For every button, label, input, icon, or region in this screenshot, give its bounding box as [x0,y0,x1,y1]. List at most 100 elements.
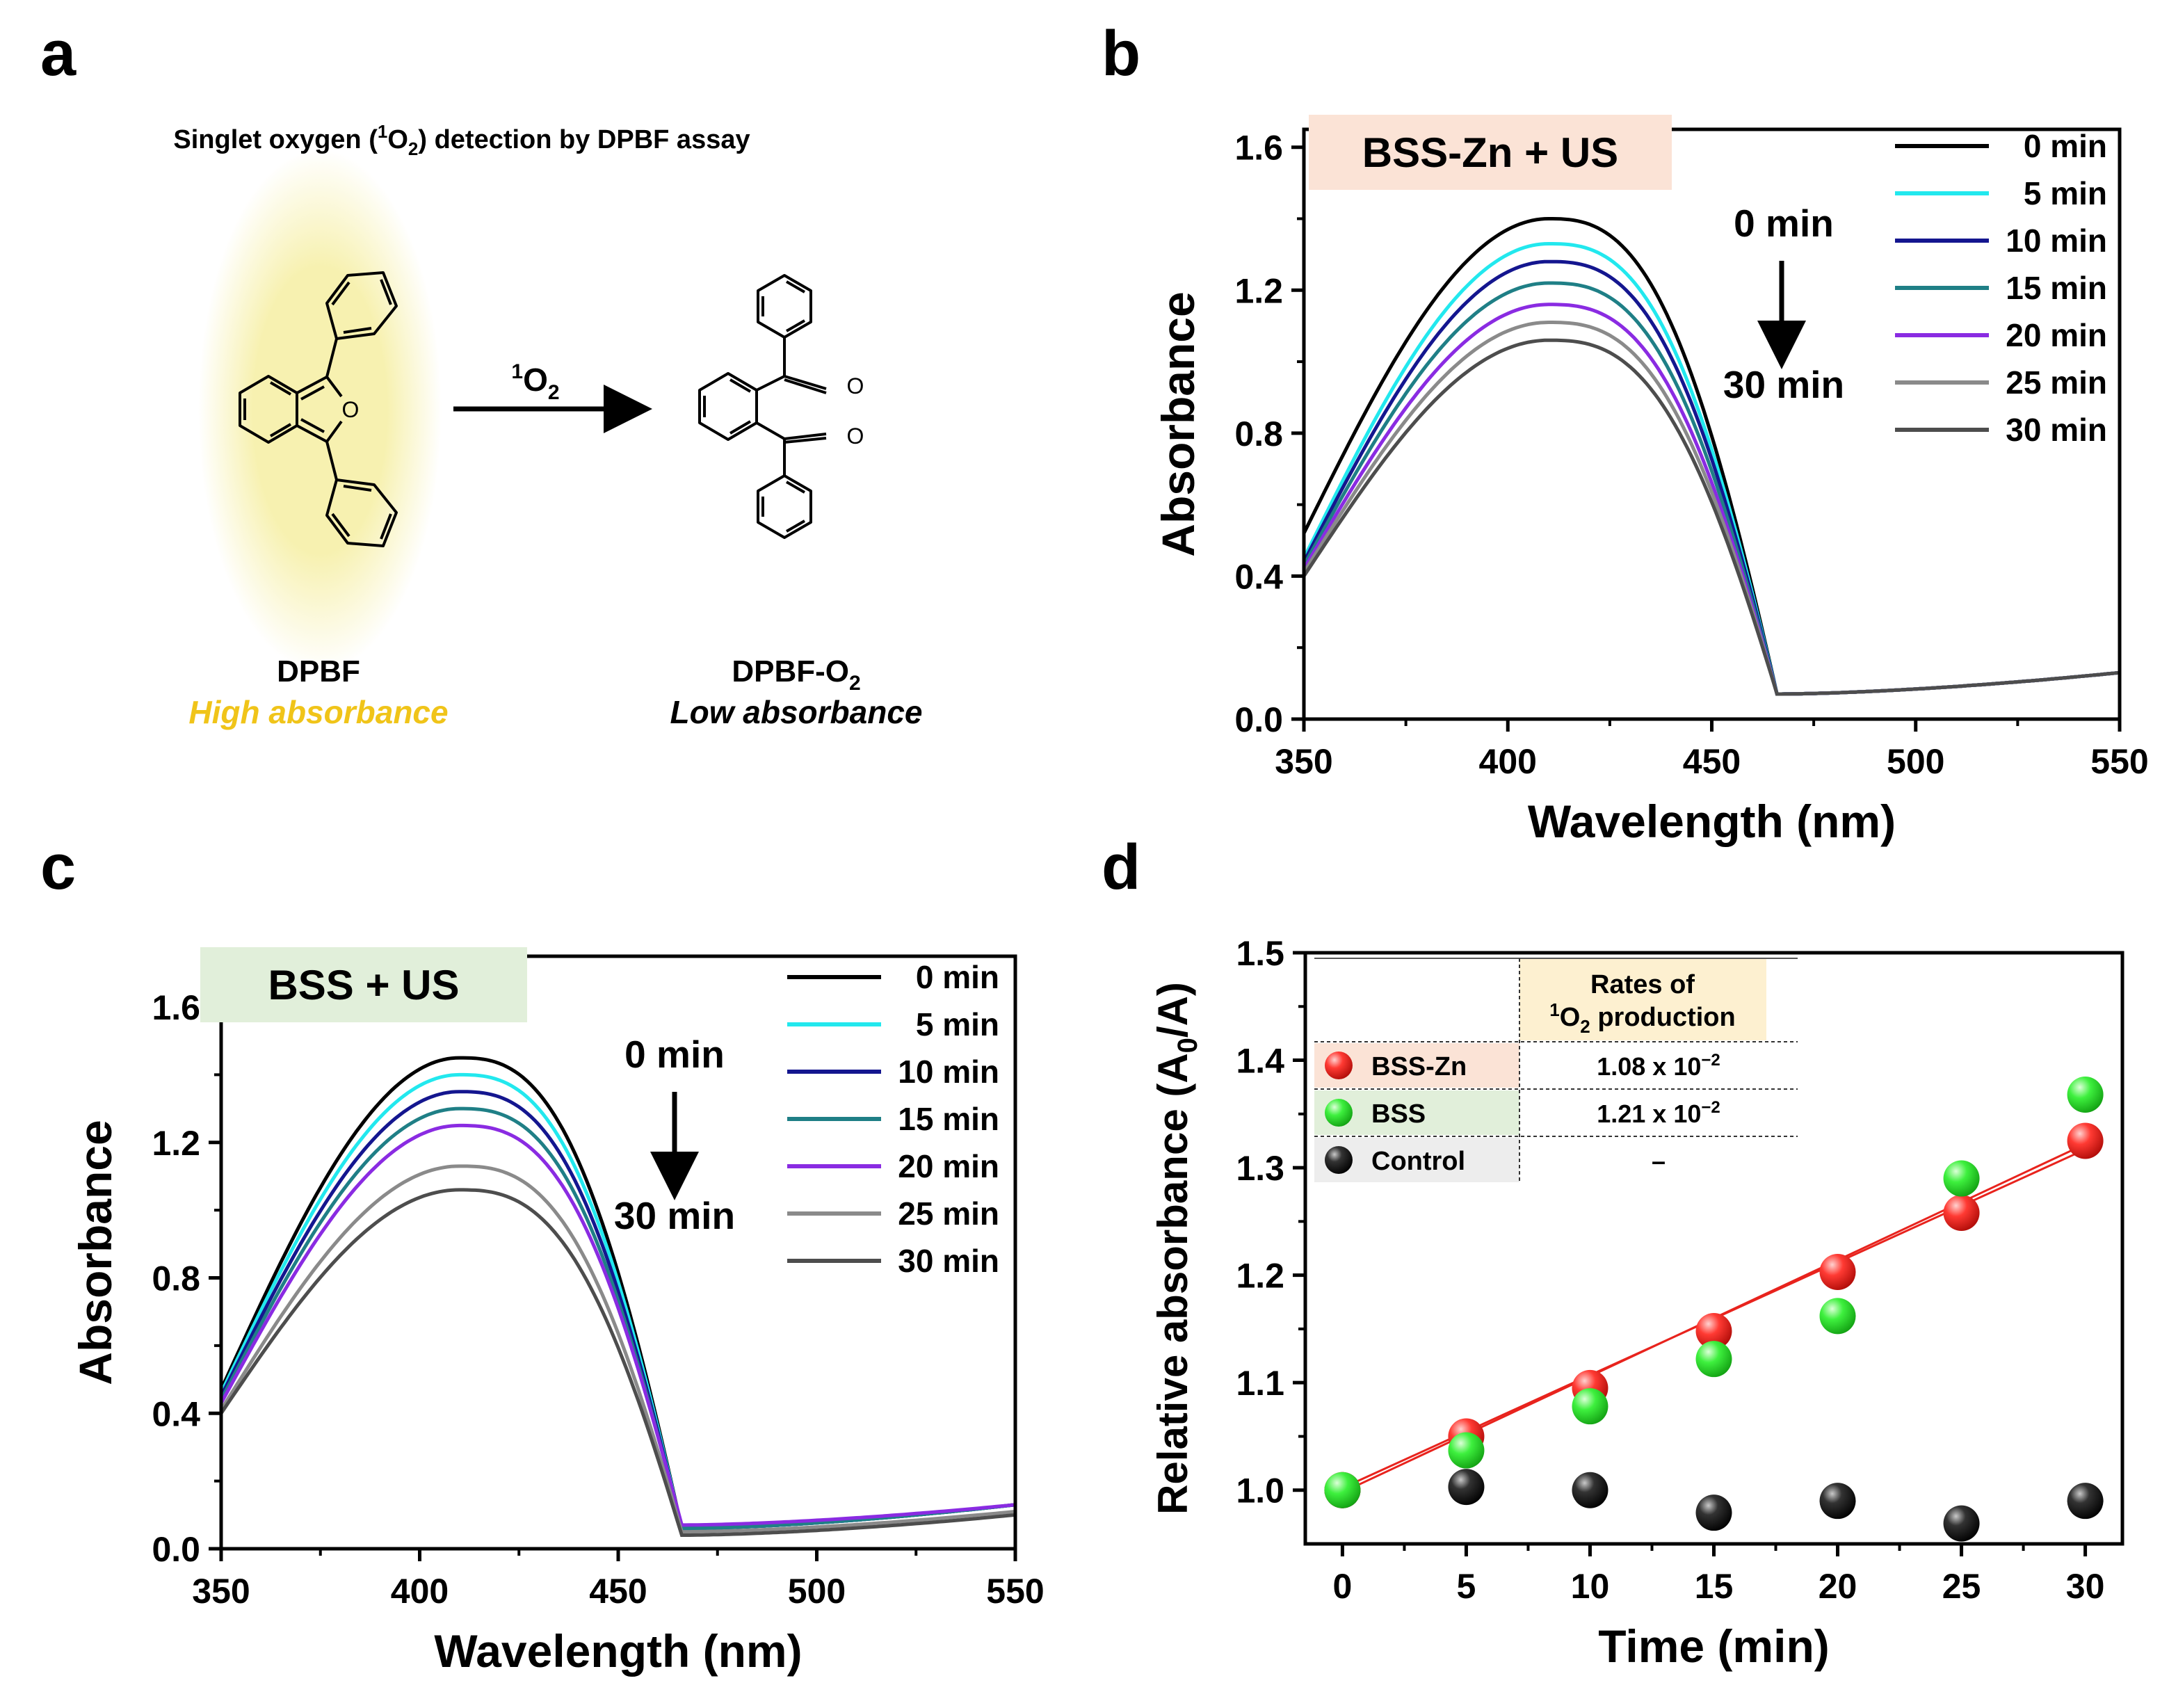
spectrum-line-30-min [1304,338,2120,696]
y-tick-label: 0.8 [1234,414,1283,453]
x-tick-label: 450 [1683,742,1741,781]
reaction-reagent: 1O2 [511,360,559,404]
data-point-BSS-Zn [1819,1254,1856,1290]
dpbf-molecule [239,271,398,547]
spectrum-line-20-min [221,1123,1015,1527]
spectrum-line-15-min [221,1106,1015,1531]
data-point-BSS [1448,1432,1485,1469]
x-axis-label: Wavelength (nm) [434,1625,802,1677]
data-point-BSS-Zn [1943,1195,1980,1231]
legend-label: 15 min [898,1101,999,1137]
data-point-BSS [1819,1298,1856,1335]
data-point-BSS-Zn [2067,1122,2104,1159]
x-tick-label: 550 [986,1572,1044,1611]
data-point-Control [1572,1472,1608,1508]
y-tick-label: 1.1 [1236,1364,1284,1403]
axes-frame [1302,127,2122,721]
panel-b-legend: 0 min 5 min 10 min 15 min 20 min 25 min 30 min [1895,128,2107,448]
x-tick-label: 400 [391,1572,449,1611]
x-axis-label: Wavelength (nm) [1528,796,1896,847]
y-axis-label: Absorbance [70,1120,121,1385]
table-rate-bss-zn: 1.08 x 10−2 [1597,1051,1720,1081]
dpbf-o2-name: DPBF-O2 [732,654,860,695]
data-point-BSS [2067,1077,2104,1113]
dpbf-ring-oxygen: O [342,397,360,422]
panel-d-letter: d [1102,832,1140,903]
panel-a: a Singlet oxygen (1O2) detection by DPBF… [40,18,922,730]
x-tick-label: 500 [788,1572,846,1611]
y-tick-label: 0.0 [152,1530,200,1569]
dpbf-o2-molecule [698,274,827,539]
table-header-line2: 1O2 production [1549,999,1735,1037]
x-axis-label: Time (min) [1598,1620,1829,1672]
data-point-Control [1695,1494,1732,1531]
table-rate-bss: 1.21 x 10−2 [1597,1098,1720,1128]
x-tick-label: 30 [2066,1567,2105,1606]
panel-d-axes: 0 5 10 15 20 25 30 1.0 1.1 1.2 1.3 1.4 1.5 Time (min)… [1150,934,2124,1672]
x-tick-label: 5 [1457,1567,1476,1606]
panel-c-legend: 0 min 5 min 10 min 15 min 20 min 25 min 30 min [787,959,999,1279]
panel-d: d Rates of 1O2 production BSS-Zn BSS Con… [1102,832,2124,1672]
panel-c-condition-box [200,947,527,1022]
y-tick-label: 1.0 [1236,1472,1284,1510]
panel-c-arrow-top-label: 0 min [624,1033,725,1076]
table-row-name-control: Control [1371,1147,1465,1176]
panel-b: b 350 400 450 500 550 0.0 0.4 0.8 1.2 1.6 Waveleng… [1102,18,2149,847]
y-tick-label: 1.2 [1236,1257,1284,1296]
x-tick-label: 450 [589,1572,647,1611]
y-tick-label: 1.2 [1234,271,1283,310]
carbonyl-oxygen-bottom: O [847,424,864,449]
dpbf-desc: High absorbance [188,694,448,730]
legend-label: 0 min [2024,128,2107,164]
y-tick-label: 1.4 [1236,1042,1284,1081]
panel-b-arrow-top-label: 0 min [1734,202,1834,245]
table-row-name-bss: BSS [1371,1099,1426,1129]
y-tick-label: 0.4 [1234,557,1283,596]
table-header-line1: Rates of [1590,970,1695,999]
data-point-Control [1448,1469,1485,1506]
spectrum-line-30-min [221,1188,1015,1537]
panel-c-condition-label: BSS + US [268,962,459,1008]
y-tick-label: 1.3 [1236,1149,1284,1188]
legend-label: 25 min [898,1195,999,1232]
table-header-cell [1519,958,1766,1040]
x-tick-label: 350 [192,1572,250,1611]
legend-label: 30 min [898,1243,999,1279]
panel-b-arrow-bottom-label: 30 min [1723,363,1844,406]
data-point-Control [2067,1483,2104,1520]
panel-a-title: Singlet oxygen (1O2) detection by DPBF a… [173,121,750,159]
legend-marker-bss-zn [1325,1052,1353,1079]
spectrum-line-25-min [1304,321,2120,696]
x-tick-label: 10 [1571,1567,1610,1606]
legend-label: 20 min [898,1148,999,1184]
panel-d-plot-area [1324,1077,2104,1542]
panel-b-axes: 350 400 450 500 550 0.0 0.4 0.8 1.2 1.6 Wavelength… [1152,127,2149,847]
axes-frame [219,954,1017,1551]
legend-label: 20 min [2006,317,2107,353]
data-point-BSS [1695,1341,1732,1378]
legend-label: 30 min [2006,412,2107,448]
y-tick-label: 1.2 [152,1124,200,1163]
data-point-BSS [1943,1160,1980,1197]
x-tick-label: 400 [1479,742,1537,781]
panel-b-condition-label: BSS-Zn + US [1362,129,1618,176]
spectrum-line-25-min [221,1164,1015,1534]
panel-c-plot-area [221,1056,1015,1537]
panel-c: c 350 400 450 500 550 0.0 0.4 0.8 1.2 1.6 Waveleng… [40,832,1045,1677]
legend-label: 10 min [2006,223,2107,259]
panel-c-axes: 350 400 450 500 550 0.0 0.4 0.8 1.2 1.6 Wavelength… [70,954,1045,1677]
x-tick-label: 20 [1819,1567,1857,1606]
y-tick-label: 1.6 [1234,129,1283,168]
y-axis-label: Relative absorbance (A0/A) [1150,982,1203,1515]
legend-label: 10 min [898,1054,999,1090]
legend-label: 5 min [2024,175,2107,211]
y-axis-label: Absorbance [1152,291,1204,556]
panel-b-letter: b [1102,18,1140,89]
data-point-BSS-Zn [1695,1313,1732,1349]
panel-d-rate-table: Rates of 1O2 production BSS-Zn BSS Contr… [1314,958,1798,1182]
panel-a-letter: a [40,18,76,89]
table-rate-control: – [1652,1147,1666,1175]
x-tick-label: 350 [1275,742,1332,781]
data-point-Control [1943,1505,1980,1542]
